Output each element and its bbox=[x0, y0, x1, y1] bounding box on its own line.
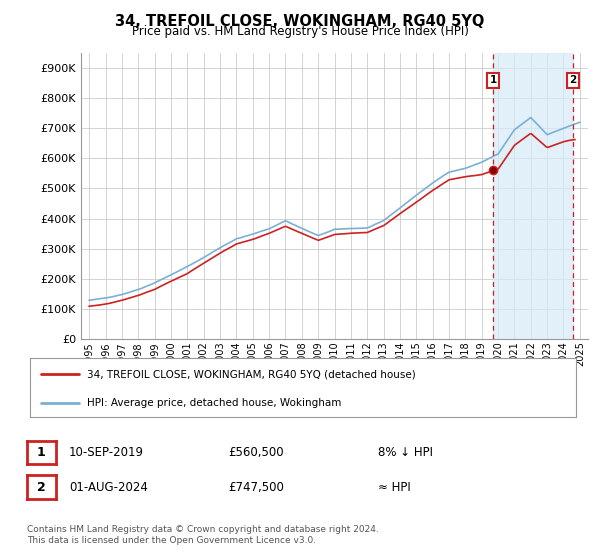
Text: 1: 1 bbox=[37, 446, 46, 459]
Text: 34, TREFOIL CLOSE, WOKINGHAM, RG40 5YQ (detached house): 34, TREFOIL CLOSE, WOKINGHAM, RG40 5YQ (… bbox=[88, 369, 416, 379]
Text: 2: 2 bbox=[37, 480, 46, 494]
Bar bbox=[493, 53, 573, 339]
Text: 34, TREFOIL CLOSE, WOKINGHAM, RG40 5YQ: 34, TREFOIL CLOSE, WOKINGHAM, RG40 5YQ bbox=[115, 14, 485, 29]
Text: 1: 1 bbox=[490, 76, 497, 85]
Text: Price paid vs. HM Land Registry's House Price Index (HPI): Price paid vs. HM Land Registry's House … bbox=[131, 25, 469, 38]
Text: Contains HM Land Registry data © Crown copyright and database right 2024.
This d: Contains HM Land Registry data © Crown c… bbox=[27, 525, 379, 545]
Text: ≈ HPI: ≈ HPI bbox=[378, 480, 411, 494]
Text: 01-AUG-2024: 01-AUG-2024 bbox=[69, 480, 148, 494]
Text: 8% ↓ HPI: 8% ↓ HPI bbox=[378, 446, 433, 459]
Text: HPI: Average price, detached house, Wokingham: HPI: Average price, detached house, Woki… bbox=[88, 398, 342, 408]
Text: £560,500: £560,500 bbox=[228, 446, 284, 459]
Text: 2: 2 bbox=[569, 76, 577, 85]
Text: £747,500: £747,500 bbox=[228, 480, 284, 494]
Text: 10-SEP-2019: 10-SEP-2019 bbox=[69, 446, 144, 459]
